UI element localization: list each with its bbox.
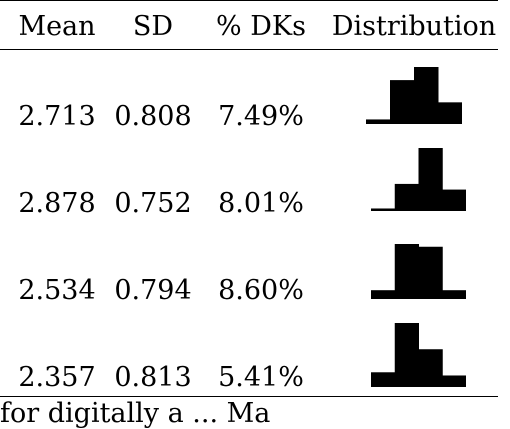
histogram-bar <box>442 375 466 387</box>
row-4-sd: 0.813 <box>114 362 192 393</box>
header-dk: % DKs <box>216 11 306 42</box>
histogram-bar <box>414 67 439 124</box>
row-1-dk: 7.49% <box>218 101 304 132</box>
row-3-sd: 0.794 <box>114 275 192 306</box>
row-1-mean: 2.713 <box>18 101 96 132</box>
row-4-histogram <box>371 323 466 387</box>
row-2-dk: 8.01% <box>218 188 304 219</box>
row-2-histogram <box>371 148 466 211</box>
header-rule <box>0 49 498 50</box>
histogram-bar <box>418 349 443 387</box>
histogram-bar <box>371 208 396 211</box>
histogram-bar <box>394 183 419 211</box>
histogram-bar <box>366 119 391 124</box>
histogram-bar <box>438 102 462 124</box>
histogram-bar <box>442 189 466 211</box>
histogram-bar <box>442 290 466 299</box>
row-4-dk: 5.41% <box>218 362 304 393</box>
row-3-mean: 2.534 <box>18 275 96 306</box>
histogram-bar <box>394 244 419 299</box>
row-1-histogram <box>366 67 462 124</box>
row-2-mean: 2.878 <box>18 188 96 219</box>
histogram-bar <box>390 80 415 124</box>
histogram-bar <box>418 148 443 211</box>
bottom-rule <box>0 396 498 397</box>
header-mean: Mean <box>18 11 96 42</box>
header-sd: SD <box>132 11 174 42</box>
row-4-mean: 2.357 <box>18 362 96 393</box>
histogram-bar <box>371 290 396 299</box>
top-rule <box>0 0 498 1</box>
row-1-sd: 0.808 <box>114 101 192 132</box>
histogram-bar <box>418 246 443 299</box>
header-distribution: Distribution <box>331 11 497 42</box>
histogram-bar <box>394 323 419 387</box>
histogram-bar <box>371 372 396 387</box>
footer-text: for digitally a ... Ma <box>0 398 271 429</box>
row-3-dk: 8.60% <box>218 275 304 306</box>
row-2-sd: 0.752 <box>114 188 192 219</box>
row-3-histogram <box>371 244 466 299</box>
